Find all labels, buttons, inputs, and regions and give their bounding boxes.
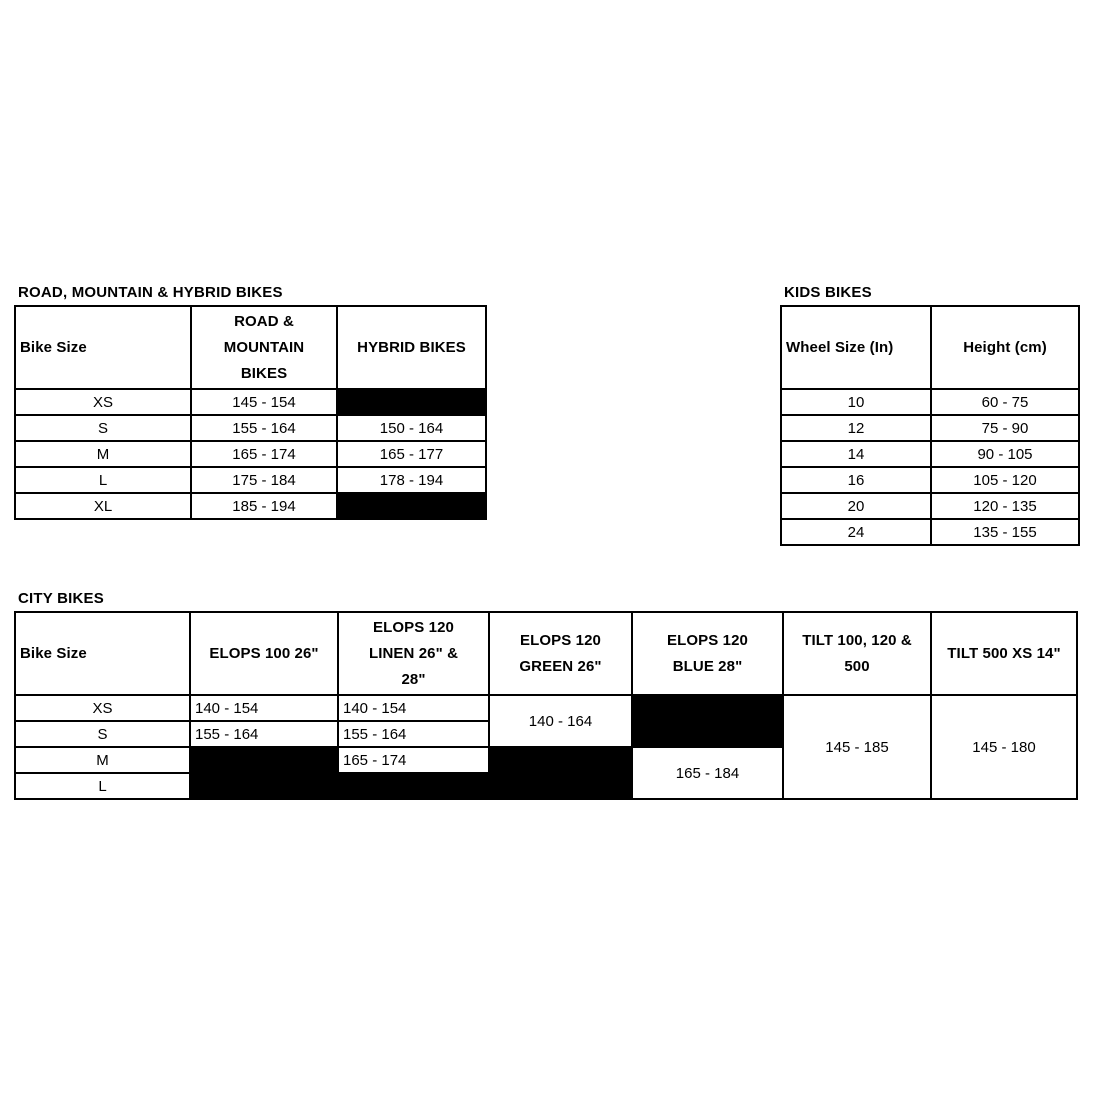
city-linen-xs-value: 140 - 154: [337, 694, 490, 722]
road-row-m: M 165 - 174 165 - 177: [14, 440, 487, 468]
kids-row-24: 24 135 - 155: [780, 518, 1080, 546]
city-header-bike-size: Bike Size: [14, 611, 191, 696]
kids-wheel-16: 16: [780, 466, 932, 494]
city-row-l: L: [14, 772, 1077, 800]
road-table-title: ROAD, MOUNTAIN & HYBRID BIKES: [18, 284, 283, 301]
road-row-s: S 155 - 164 150 - 164: [14, 414, 487, 442]
city-row-m: M 165 - 174 165 - 184: [14, 746, 1077, 800]
road-row-l: L 175 - 184 178 - 194: [14, 466, 487, 494]
kids-height-16: 105 - 120: [930, 466, 1080, 494]
kids-height-12: 75 - 90: [930, 414, 1080, 442]
city-green-xs-s-value: 140 - 164: [488, 694, 633, 748]
road-size-xl: XL: [14, 492, 192, 520]
road-hybrid-s-value: 150 - 164: [336, 414, 487, 442]
city-header-tilt-100-120-500: TILT 100, 120 & 500: [782, 611, 932, 696]
road-size-l: L: [14, 466, 192, 494]
city-table-title: CITY BIKES: [18, 590, 104, 607]
city-bikes-section: CITY BIKES Bike Size ELOPS 100 26" ELOPS…: [14, 590, 1078, 800]
road-header-hybrid: HYBRID BIKES: [336, 305, 487, 390]
road-mountain-hybrid-table: Bike Size ROAD & MOUNTAIN BIKES HYBRID B…: [14, 305, 487, 520]
kids-height-20: 120 - 135: [930, 492, 1080, 520]
road-header-row: Bike Size ROAD & MOUNTAIN BIKES HYBRID B…: [14, 305, 487, 390]
city-tilt-500-xs-value: 145 - 180: [930, 694, 1078, 800]
kids-table-title: KIDS BIKES: [784, 284, 872, 301]
kids-row-12: 12 75 - 90: [780, 414, 1080, 442]
road-mountain-xl-value: 185 - 194: [190, 492, 338, 520]
city-elops100-m-l-filled-cell: [189, 746, 339, 800]
kids-height-24: 135 - 155: [930, 518, 1080, 546]
road-size-s: S: [14, 414, 192, 442]
road-row-xs: XS 145 - 154: [14, 388, 487, 416]
road-mountain-hybrid-section: ROAD, MOUNTAIN & HYBRID BIKES Bike Size …: [14, 284, 487, 520]
kids-bikes-section: KIDS BIKES Wheel Size (In) Height (cm) 1…: [780, 284, 1080, 546]
road-mountain-m-value: 165 - 174: [190, 440, 338, 468]
city-header-elops-120-green: ELOPS 120 GREEN 26": [488, 611, 633, 696]
kids-wheel-20: 20: [780, 492, 932, 520]
city-blue-xs-s-filled-cell: [631, 694, 784, 748]
city-size-xs: XS: [14, 694, 191, 722]
city-header-elops-120-linen: ELOPS 120 LINEN 26" & 28": [337, 611, 490, 696]
city-row-s: S 155 - 164 155 - 164: [14, 720, 1077, 748]
city-tilt-100-120-500-value: 145 - 185: [782, 694, 932, 800]
city-blue-m-l-value: 165 - 184: [631, 746, 784, 800]
kids-row-10: 10 60 - 75: [780, 388, 1080, 416]
kids-row-14: 14 90 - 105: [780, 440, 1080, 468]
city-row-xs: XS 140 - 154 140 - 154 140 - 164 145 - 1…: [14, 694, 1078, 800]
kids-header-height: Height (cm): [930, 305, 1080, 390]
road-mountain-s-value: 155 - 164: [190, 414, 338, 442]
city-elops100-s-value: 155 - 164: [189, 720, 339, 748]
road-hybrid-xl-filled-cell: [336, 492, 487, 520]
road-hybrid-l-value: 178 - 194: [336, 466, 487, 494]
city-linen-l-filled-cell: [337, 772, 490, 800]
city-size-s: S: [14, 720, 191, 748]
road-mountain-xs-value: 145 - 154: [190, 388, 338, 416]
kids-header-row: Wheel Size (In) Height (cm): [780, 305, 1080, 390]
city-bikes-table: Bike Size ELOPS 100 26" ELOPS 120 LINEN …: [14, 611, 1078, 800]
road-row-xl: XL 185 - 194: [14, 492, 487, 520]
city-header-row: Bike Size ELOPS 100 26" ELOPS 120 LINEN …: [14, 611, 1078, 696]
road-size-xs: XS: [14, 388, 192, 416]
kids-bikes-table: Wheel Size (In) Height (cm) 10 60 - 75 1…: [780, 305, 1080, 546]
road-header-road-mountain: ROAD & MOUNTAIN BIKES: [190, 305, 338, 390]
kids-wheel-12: 12: [780, 414, 932, 442]
road-hybrid-xs-filled-cell: [336, 388, 487, 416]
kids-header-wheel-size: Wheel Size (In): [780, 305, 932, 390]
city-size-l: L: [14, 772, 191, 800]
kids-height-10: 60 - 75: [930, 388, 1080, 416]
road-size-m: M: [14, 440, 192, 468]
kids-row-20: 20 120 - 135: [780, 492, 1080, 520]
kids-wheel-14: 14: [780, 440, 932, 468]
city-linen-s-value: 155 - 164: [337, 720, 490, 748]
kids-height-14: 90 - 105: [930, 440, 1080, 468]
city-green-m-l-filled-cell: [488, 746, 633, 800]
city-header-tilt-500-xs: TILT 500 XS 14": [930, 611, 1078, 696]
road-header-bike-size: Bike Size: [14, 305, 192, 390]
road-hybrid-m-value: 165 - 177: [336, 440, 487, 468]
city-linen-m-value: 165 - 174: [337, 746, 490, 774]
kids-row-16: 16 105 - 120: [780, 466, 1080, 494]
city-elops100-xs-value: 140 - 154: [189, 694, 339, 722]
kids-wheel-24: 24: [780, 518, 932, 546]
city-header-elops-100: ELOPS 100 26": [189, 611, 339, 696]
city-header-elops-120-blue: ELOPS 120 BLUE 28": [631, 611, 784, 696]
city-size-m: M: [14, 746, 191, 774]
kids-wheel-10: 10: [780, 388, 932, 416]
road-mountain-l-value: 175 - 184: [190, 466, 338, 494]
